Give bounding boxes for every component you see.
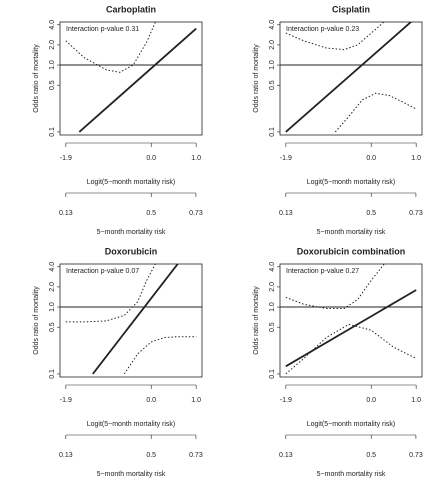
plot-frame: [279, 21, 423, 136]
x2-tick-label: 0.73: [409, 452, 423, 459]
x2-tick-label: 0.13: [59, 452, 73, 459]
x2-axis-label: 5−month mortality risk: [97, 229, 166, 236]
y-tick-label: 2.0: [49, 282, 56, 292]
panel: Doxorubicin Interaction p-value 0.07 Odds …: [33, 246, 203, 477]
x2-axis-label: 5−month mortality risk: [97, 471, 166, 478]
plot-frame: [59, 21, 203, 136]
annotation: Interaction p-value 0.07: [66, 268, 139, 275]
x2-tick-label: 0.73: [189, 210, 203, 217]
x-tick-label: 1.0: [411, 155, 421, 162]
x-tick-label: 0.0: [366, 155, 376, 162]
y-tick-label: 4.0: [269, 20, 276, 30]
lines: [285, 22, 417, 133]
panel-title: Carboplatin: [106, 4, 156, 14]
x2-tick-label: 0.5: [146, 452, 156, 459]
ci-line: [123, 336, 197, 375]
y-tick-label: 1.0: [269, 60, 276, 70]
y-tick-label: 0.5: [269, 80, 276, 90]
y-tick-label: 2.0: [269, 40, 276, 50]
x2-axis-label: 5−month mortality risk: [317, 229, 386, 236]
x2-tick-label: 0.13: [279, 452, 293, 459]
annotation: Interaction p-value 0.27: [286, 268, 359, 275]
x-axis-label: Logit(5−month mortality risk): [307, 179, 396, 186]
x-tick-label: -1.9: [280, 155, 292, 162]
annotation: Interaction p-value 0.23: [286, 26, 359, 33]
x-tick-label: -1.9: [60, 155, 72, 162]
plot-frame: [59, 263, 203, 378]
lines: [65, 264, 197, 375]
ci-line: [334, 92, 417, 133]
plot-frame: [279, 263, 423, 378]
lines: [285, 264, 417, 375]
lines: [65, 22, 197, 133]
y-tick-label: 4.0: [269, 262, 276, 272]
panel: Cisplatin Interaction p-value 0.23 Odds ra…: [253, 4, 423, 235]
y-tick-label: 0.5: [269, 322, 276, 332]
panel: Doxorubicin combination Interaction p-val…: [253, 246, 423, 477]
y-tick-label: 0.1: [49, 127, 56, 137]
x-axis-label: Logit(5−month mortality risk): [87, 421, 176, 428]
x-axis-label: Logit(5−month mortality risk): [87, 179, 176, 186]
ci-line: [285, 264, 385, 309]
ci-line: [65, 264, 156, 323]
x2-tick-label: 0.73: [409, 210, 423, 217]
x2-tick-label: 0.73: [189, 452, 203, 459]
y-tick-label: 1.0: [269, 302, 276, 312]
y-axis-label: Odds ratio of mortality: [33, 44, 40, 113]
fit-line: [78, 27, 197, 133]
x2-tick-label: 0.5: [366, 210, 376, 217]
x2-tick-label: 0.5: [146, 210, 156, 217]
ci-line: [65, 22, 156, 73]
x-tick-label: 1.0: [411, 397, 421, 404]
annotation: Interaction p-value 0.31: [66, 26, 139, 33]
fit-line: [92, 264, 179, 375]
x2-tick-label: 0.5: [366, 452, 376, 459]
y-axis-label: Odds ratio of mortality: [33, 286, 40, 355]
y-axis-label: Odds ratio of mortality: [253, 44, 260, 113]
y-tick-label: 0.5: [49, 322, 56, 332]
x-tick-label: 1.0: [191, 155, 201, 162]
x-tick-label: 0.0: [146, 155, 156, 162]
y-tick-label: 2.0: [49, 40, 56, 50]
panel-title: Doxorubicin: [105, 246, 158, 256]
ci-line: [285, 323, 417, 375]
x-tick-label: -1.9: [280, 397, 292, 404]
x-tick-label: 0.0: [366, 397, 376, 404]
y-tick-label: 4.0: [49, 262, 56, 272]
x-tick-label: 0.0: [146, 397, 156, 404]
x2-axis-label: 5−month mortality risk: [317, 471, 386, 478]
x2-tick-label: 0.13: [279, 210, 293, 217]
panel-title: Cisplatin: [332, 4, 370, 14]
y-tick-label: 0.1: [269, 369, 276, 379]
panel: Carboplatin Interaction p-value 0.31 Odds …: [33, 4, 203, 235]
y-tick-label: 2.0: [269, 282, 276, 292]
panel-title: Doxorubicin combination: [297, 246, 406, 256]
fit-line: [285, 22, 413, 133]
y-tick-label: 1.0: [49, 60, 56, 70]
x2-tick-label: 0.13: [59, 210, 73, 217]
y-tick-label: 0.1: [49, 369, 56, 379]
x-tick-label: -1.9: [60, 397, 72, 404]
y-tick-label: 0.5: [49, 80, 56, 90]
y-tick-label: 1.0: [49, 302, 56, 312]
y-axis-label: Odds ratio of mortality: [253, 286, 260, 355]
fit-line: [285, 289, 417, 368]
x-tick-label: 1.0: [191, 397, 201, 404]
y-tick-label: 4.0: [49, 20, 56, 30]
x-axis-label: Logit(5−month mortality risk): [307, 421, 396, 428]
y-tick-label: 0.1: [269, 127, 276, 137]
